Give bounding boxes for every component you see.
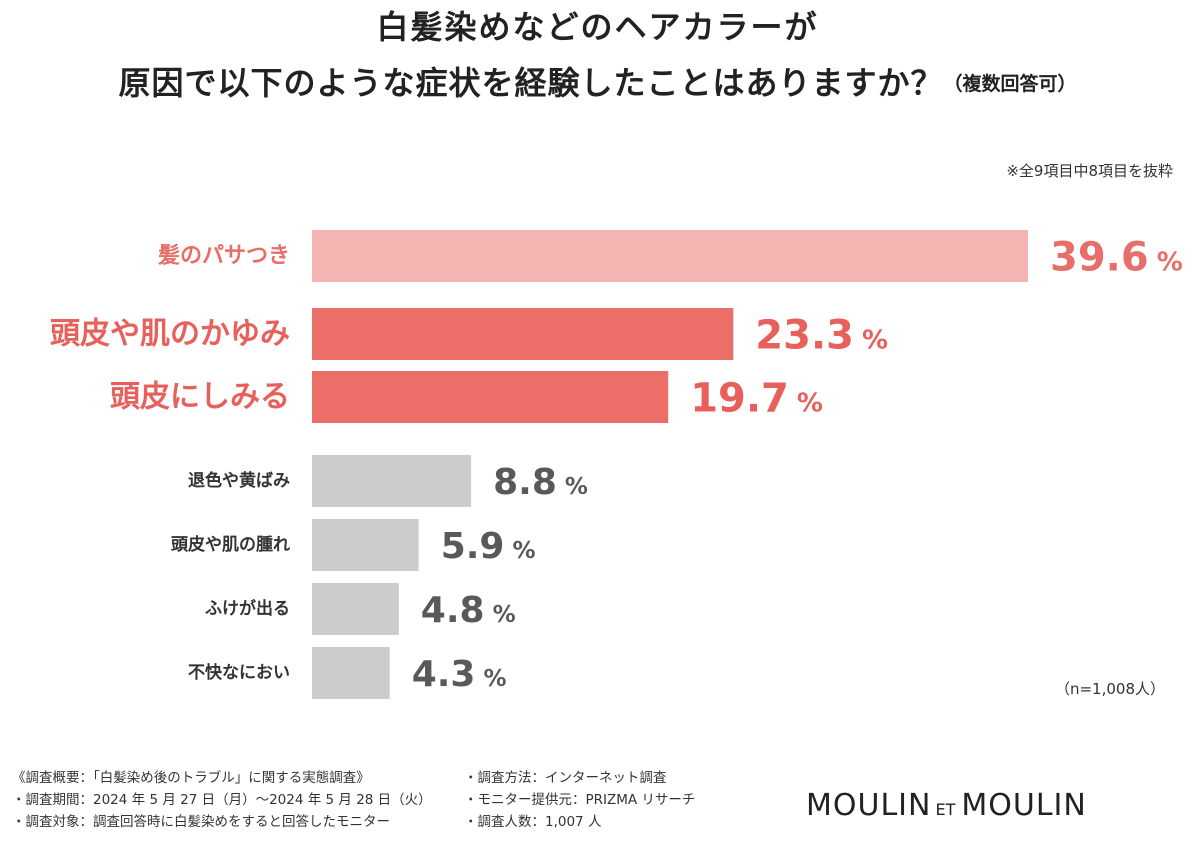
survey-method: ・調査方法：インターネット調査 xyxy=(464,770,667,786)
survey-period: ・調査期間：2024 年 5 月 27 日（月）〜2024 年 5 月 28 日… xyxy=(12,792,432,808)
survey-overview-left: 《調査概要：「白髪染め後のトラブル」に関する実態調査》 ・調査期間：2024 年… xyxy=(12,767,432,833)
value-unit-2: % xyxy=(862,325,888,355)
category-label-1: 髪のパサつき xyxy=(157,244,290,269)
value-label-2: 23.3% xyxy=(755,312,888,358)
survey-provider: ・モニター提供元：PRIZMA リサーチ xyxy=(464,792,696,808)
value-unit-1: % xyxy=(1157,247,1183,277)
bar-6 xyxy=(312,583,399,635)
value-number-7: 4.3 xyxy=(412,654,476,695)
value-number-6: 4.8 xyxy=(421,590,485,631)
bar-5 xyxy=(312,519,419,571)
brand-logo-right: MOULIN xyxy=(961,788,1087,823)
chart-title-main: 原因で以下のような症状を経験したことはありますか？ xyxy=(118,64,944,102)
category-label-5: 頭皮や肌の腫れ xyxy=(171,534,290,555)
value-label-1: 39.6% xyxy=(1050,234,1183,280)
value-number-1: 39.6 xyxy=(1050,234,1149,280)
sample-size-note: （n=1,008人） xyxy=(1054,680,1165,698)
value-number-4: 8.8 xyxy=(493,462,557,503)
chart-title-line1: 白髪染めなどのヘアカラーが xyxy=(376,8,819,46)
value-unit-7: % xyxy=(483,666,506,692)
bar-2 xyxy=(312,308,734,360)
bar-7 xyxy=(312,647,390,699)
chart-title-line2: 原因で以下のような症状を経験したことはありますか？（複数回答可） xyxy=(0,58,1195,104)
bar-4 xyxy=(312,455,472,507)
survey-count: ・調査人数：1,007 人 xyxy=(464,814,602,830)
chart-title-note: （複数回答可） xyxy=(943,73,1077,95)
bar-3 xyxy=(312,371,669,423)
value-number-5: 5.9 xyxy=(441,526,505,567)
value-label-4: 8.8% xyxy=(493,462,588,503)
value-label-6: 4.8% xyxy=(421,590,516,631)
category-label-7: 不快なにおい xyxy=(188,662,290,683)
bar-1 xyxy=(312,230,1028,282)
brand-logo-left: MOULIN xyxy=(806,788,932,823)
category-label-2: 頭皮や肌のかゆみ xyxy=(50,317,290,352)
value-unit-4: % xyxy=(565,474,588,500)
survey-target: ・調査対象：調査回答時に白髪染めをすると回答したモニター xyxy=(12,814,390,830)
brand-logo: MOULIN ET MOULIN xyxy=(806,788,1168,828)
category-label-4: 退色や黄ばみ xyxy=(188,470,290,491)
value-unit-3: % xyxy=(797,388,823,418)
category-label-3: 頭皮にしみる xyxy=(110,380,290,415)
survey-overview-right: ・調査方法：インターネット調査 ・モニター提供元：PRIZMA リサーチ ・調査… xyxy=(464,767,695,833)
category-label-6: ふけが出る xyxy=(205,598,290,619)
value-unit-5: % xyxy=(512,538,535,564)
value-number-2: 23.3 xyxy=(755,312,854,358)
value-label-5: 5.9% xyxy=(441,526,536,567)
value-label-3: 19.7% xyxy=(690,375,823,421)
scope-note: ※全9項目中8項目を抜粋 xyxy=(1006,162,1173,180)
value-unit-6: % xyxy=(493,602,516,628)
brand-logo-et: ET xyxy=(935,800,956,819)
survey-overview-heading: 《調査概要：「白髪染め後のトラブル」に関する実態調査》 xyxy=(12,770,370,786)
value-label-7: 4.3% xyxy=(412,654,507,695)
value-number-3: 19.7 xyxy=(690,375,789,421)
